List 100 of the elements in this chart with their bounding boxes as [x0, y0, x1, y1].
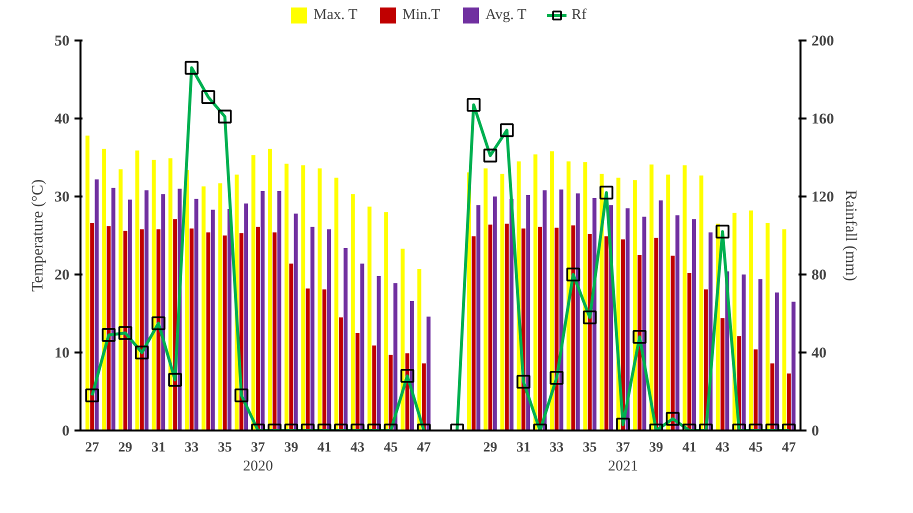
x-tick-label: 37 [251, 440, 266, 456]
bar [251, 155, 256, 430]
bar [687, 272, 692, 430]
bar [526, 194, 530, 430]
x-tick-label: 31 [151, 440, 166, 456]
bar [128, 200, 132, 430]
bar [344, 248, 348, 430]
x-tick-label: 35 [218, 440, 232, 456]
bar [754, 349, 758, 430]
bar [604, 236, 608, 430]
bar [699, 175, 704, 430]
x-tick-label: 41 [682, 440, 696, 456]
x-tick-label: 45 [748, 440, 763, 456]
x-tick-label: 33 [550, 440, 564, 456]
x-tick-label: 43 [350, 440, 365, 456]
bar [426, 316, 431, 430]
bar [334, 178, 338, 430]
bar [770, 363, 774, 430]
bar [190, 228, 194, 430]
bar [123, 230, 128, 430]
bar [244, 204, 248, 430]
legend-label: Min.T [402, 6, 440, 24]
x-tick-label: 29 [118, 440, 132, 456]
x-tick-label: 39 [649, 440, 664, 456]
y2-tick-label: 40 [812, 346, 826, 362]
bar [588, 234, 592, 430]
bar [533, 154, 538, 430]
bar [327, 229, 331, 430]
bar [576, 193, 580, 430]
bar [550, 151, 554, 430]
bar [542, 190, 547, 430]
x-tick-label: 35 [582, 440, 597, 456]
bar [504, 224, 509, 430]
y2-tick-label: 80 [812, 268, 826, 284]
bar [111, 188, 116, 430]
bar [218, 183, 222, 430]
x-tick-label: 47 [416, 440, 431, 456]
bar [368, 206, 372, 430]
bar [792, 302, 796, 430]
bar [310, 226, 314, 430]
bar [118, 169, 123, 430]
bar [194, 198, 198, 430]
y2-tick-label: 200 [812, 34, 834, 50]
bar [268, 148, 272, 430]
bar [682, 165, 687, 430]
x-tick-label: 29 [483, 440, 498, 456]
x-tick-label: 43 [716, 440, 730, 456]
bar [774, 292, 779, 430]
bar [666, 174, 670, 430]
bar [720, 318, 724, 430]
bar [284, 164, 289, 430]
bar [422, 363, 426, 430]
bar [583, 162, 588, 430]
bar [301, 165, 306, 430]
bar [384, 212, 388, 430]
bar [350, 194, 355, 430]
y-axis-title: Temperature (°C) [30, 179, 46, 292]
legend-label: Avg. T [485, 6, 526, 24]
bar [692, 219, 696, 430]
bar [338, 317, 343, 430]
bar [554, 228, 559, 430]
y-tick-label: 10 [54, 346, 70, 362]
bar [476, 205, 480, 430]
bar [758, 279, 762, 430]
bar [272, 232, 277, 430]
text: 2021 [608, 458, 638, 474]
bar [571, 225, 576, 430]
bar [500, 174, 504, 430]
bar [376, 276, 381, 430]
y2-tick-label: 0 [812, 424, 819, 440]
y-tick-label: 50 [54, 34, 70, 50]
x-tick-label: 33 [184, 440, 199, 456]
bar [322, 289, 326, 430]
bar [156, 229, 160, 430]
bar [256, 226, 260, 430]
bar [144, 190, 148, 430]
y2-tick-label: 120 [812, 190, 834, 206]
bar [90, 223, 94, 430]
bar [654, 238, 658, 430]
bar [202, 186, 206, 430]
bar [356, 333, 360, 430]
bar [566, 161, 571, 430]
legend-label: Max. T [314, 6, 358, 24]
bar [289, 264, 294, 430]
y-tick-label: 40 [54, 112, 70, 128]
y-tick-label: 30 [54, 190, 70, 206]
bar [222, 236, 227, 430]
bar [106, 226, 111, 430]
x-tick-label: 39 [284, 440, 298, 456]
bar [102, 148, 106, 430]
x-tick-label: 47 [782, 440, 796, 456]
y-tick-label: 20 [54, 268, 70, 284]
bar [140, 229, 144, 430]
bar [152, 160, 156, 430]
x-tick-label: 27 [85, 440, 100, 456]
bar [85, 136, 90, 430]
x-tick-label: 31 [516, 440, 530, 456]
bar [766, 223, 770, 430]
bar [675, 215, 680, 430]
bar [484, 168, 488, 430]
